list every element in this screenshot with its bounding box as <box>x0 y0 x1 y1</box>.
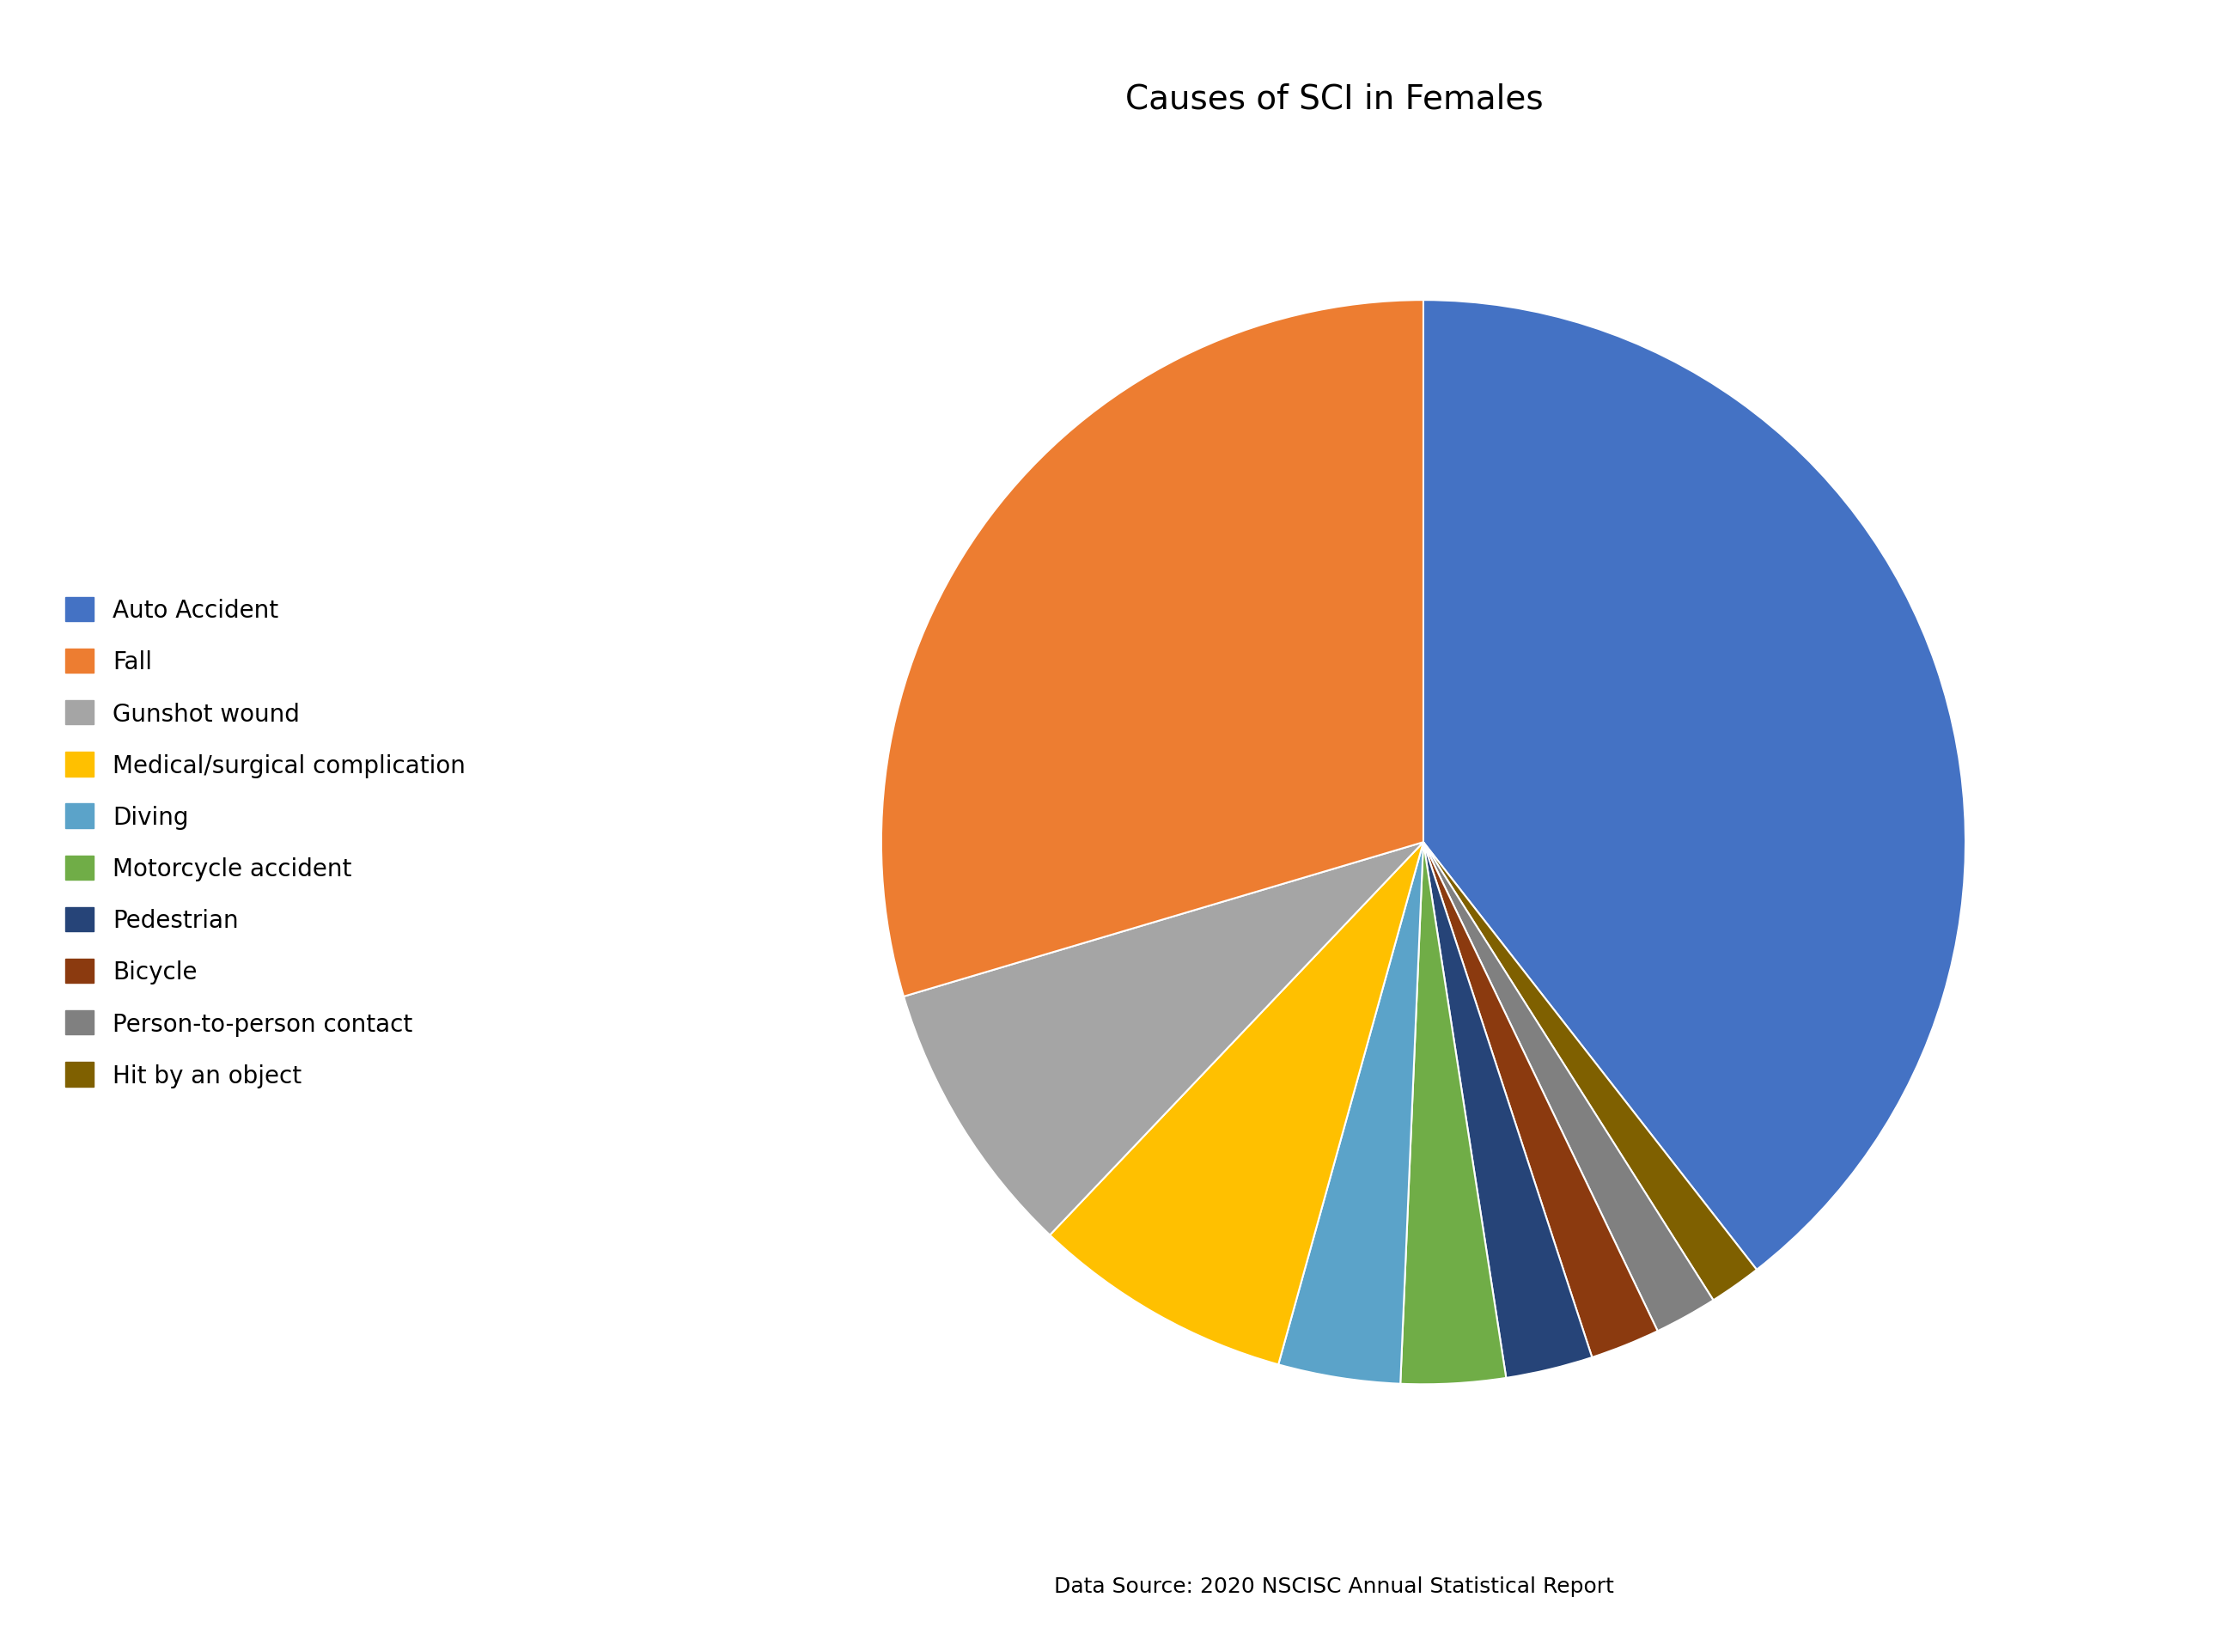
Wedge shape <box>1401 843 1506 1384</box>
Text: Data Source: 2020 NSCISC Annual Statistical Report: Data Source: 2020 NSCISC Annual Statisti… <box>1054 1576 1615 1596</box>
Wedge shape <box>1423 843 1712 1332</box>
Text: Causes of SCI in Females: Causes of SCI in Females <box>1125 83 1543 116</box>
Wedge shape <box>1423 843 1592 1378</box>
Wedge shape <box>1423 301 1966 1270</box>
Legend: Auto Accident, Fall, Gunshot wound, Medical/surgical complication, Diving, Motor: Auto Accident, Fall, Gunshot wound, Medi… <box>53 585 478 1100</box>
Wedge shape <box>1279 843 1423 1384</box>
Wedge shape <box>1423 843 1757 1300</box>
Wedge shape <box>1050 843 1423 1365</box>
Wedge shape <box>903 843 1423 1236</box>
Wedge shape <box>1423 843 1657 1358</box>
Wedge shape <box>881 301 1423 996</box>
